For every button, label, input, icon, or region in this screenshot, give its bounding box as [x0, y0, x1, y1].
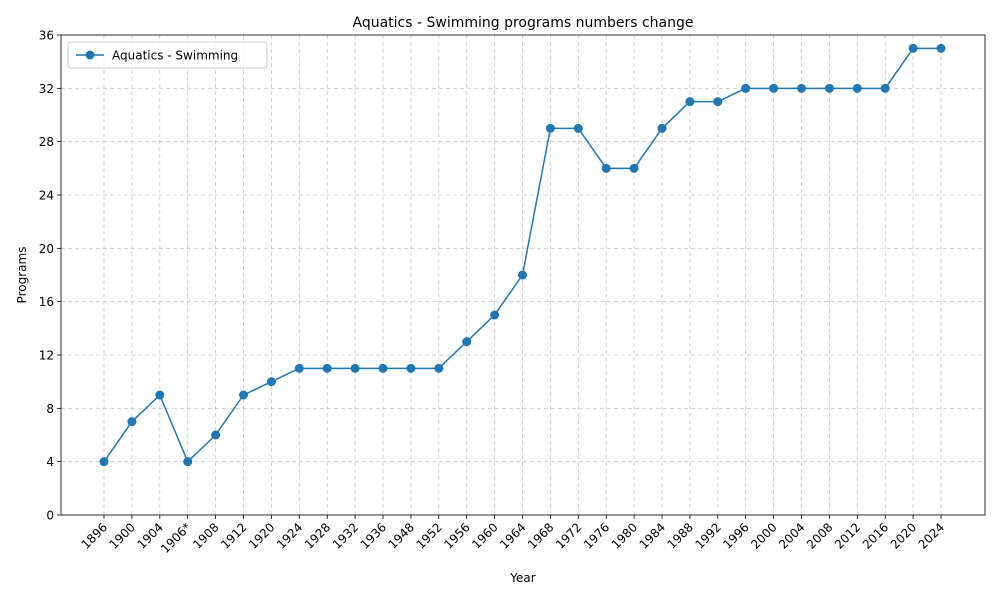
x-tick-label: 1956	[441, 520, 472, 551]
data-point	[294, 363, 304, 373]
x-tick-label: 2016	[860, 520, 891, 551]
legend: Aquatics - Swimming	[67, 41, 268, 69]
x-tick-label: 1906*	[158, 520, 194, 556]
chart-title: Aquatics - Swimming programs numbers cha…	[352, 15, 693, 31]
tick-labels: 048121620242832361896190019041906*190819…	[39, 29, 947, 556]
x-tick-label: 1968	[525, 520, 556, 551]
x-tick-label: 2020	[888, 520, 919, 551]
data-point	[824, 83, 834, 93]
data-point	[155, 390, 165, 400]
x-tick-label: 1996	[720, 520, 751, 551]
x-tick-label: 2004	[776, 520, 807, 551]
x-tick-label: 1908	[190, 520, 221, 551]
x-tick-label: 1960	[469, 520, 500, 551]
y-tick-label: 32	[39, 82, 54, 96]
x-tick-label: 2000	[748, 520, 779, 551]
x-tick-label: 1976	[581, 520, 612, 551]
y-tick-label: 36	[39, 29, 54, 43]
x-tick-label: 1984	[637, 520, 668, 551]
x-tick-label: 1948	[386, 520, 417, 551]
x-tick-label: 1988	[665, 520, 696, 551]
x-tick-label: 1896	[79, 520, 110, 551]
y-tick-label: 0	[46, 509, 54, 523]
plot-frame	[60, 34, 986, 516]
x-tick-label: 1920	[246, 520, 277, 551]
x-tick-label: 2024	[916, 520, 947, 551]
data-point	[573, 123, 583, 133]
data-point	[936, 43, 946, 53]
data-point	[406, 363, 416, 373]
x-axis-label: Year	[509, 571, 535, 585]
data-point	[266, 377, 276, 387]
data-point	[322, 363, 332, 373]
data-point	[211, 430, 221, 440]
y-tick-label: 12	[39, 349, 54, 363]
data-point	[741, 83, 751, 93]
data-point	[490, 310, 500, 320]
data-point	[183, 457, 193, 467]
data-point	[350, 363, 360, 373]
data-point	[99, 457, 109, 467]
x-tick-label: 1912	[218, 520, 249, 551]
x-tick-label: 1928	[302, 520, 333, 551]
data-point	[127, 417, 137, 427]
x-tick-label: 1900	[107, 520, 138, 551]
legend-entry-label: Aquatics - Swimming	[112, 49, 238, 63]
x-tick-label: 1932	[330, 520, 361, 551]
x-tick-label: 2012	[832, 520, 863, 551]
data-point	[769, 83, 779, 93]
data-point	[797, 83, 806, 93]
y-tick-label: 20	[39, 242, 54, 256]
x-tick-label: 1924	[274, 520, 305, 551]
data-point	[601, 163, 611, 173]
x-tick-label: 1952	[413, 520, 444, 551]
data-point	[518, 270, 527, 280]
x-tick-label: 2008	[804, 520, 835, 551]
data-point	[852, 83, 862, 93]
data-point	[239, 390, 248, 400]
axes	[57, 34, 986, 519]
legend-marker-swatch	[85, 50, 95, 60]
x-tick-label: 1992	[692, 520, 723, 551]
x-tick-label: 1980	[609, 520, 640, 551]
x-tick-label: 1964	[497, 520, 528, 551]
legend-frame	[67, 41, 268, 69]
grid	[61, 34, 985, 516]
y-axis-label: Programs	[15, 247, 29, 304]
y-tick-label: 4	[46, 455, 54, 469]
data-point	[378, 363, 388, 373]
y-tick-label: 28	[39, 135, 54, 149]
data-point	[434, 363, 444, 373]
data-point	[908, 43, 918, 53]
y-tick-label: 16	[39, 295, 54, 309]
data-point	[713, 97, 723, 107]
y-tick-label: 24	[39, 189, 54, 203]
data-point	[657, 123, 667, 133]
x-tick-label: 1972	[553, 520, 584, 551]
series	[99, 43, 946, 467]
data-point	[880, 83, 890, 93]
x-tick-label: 1936	[358, 520, 389, 551]
data-point	[629, 163, 639, 173]
data-point	[545, 123, 555, 133]
y-tick-label: 8	[46, 402, 54, 416]
data-point	[685, 97, 695, 107]
data-point	[462, 337, 472, 347]
